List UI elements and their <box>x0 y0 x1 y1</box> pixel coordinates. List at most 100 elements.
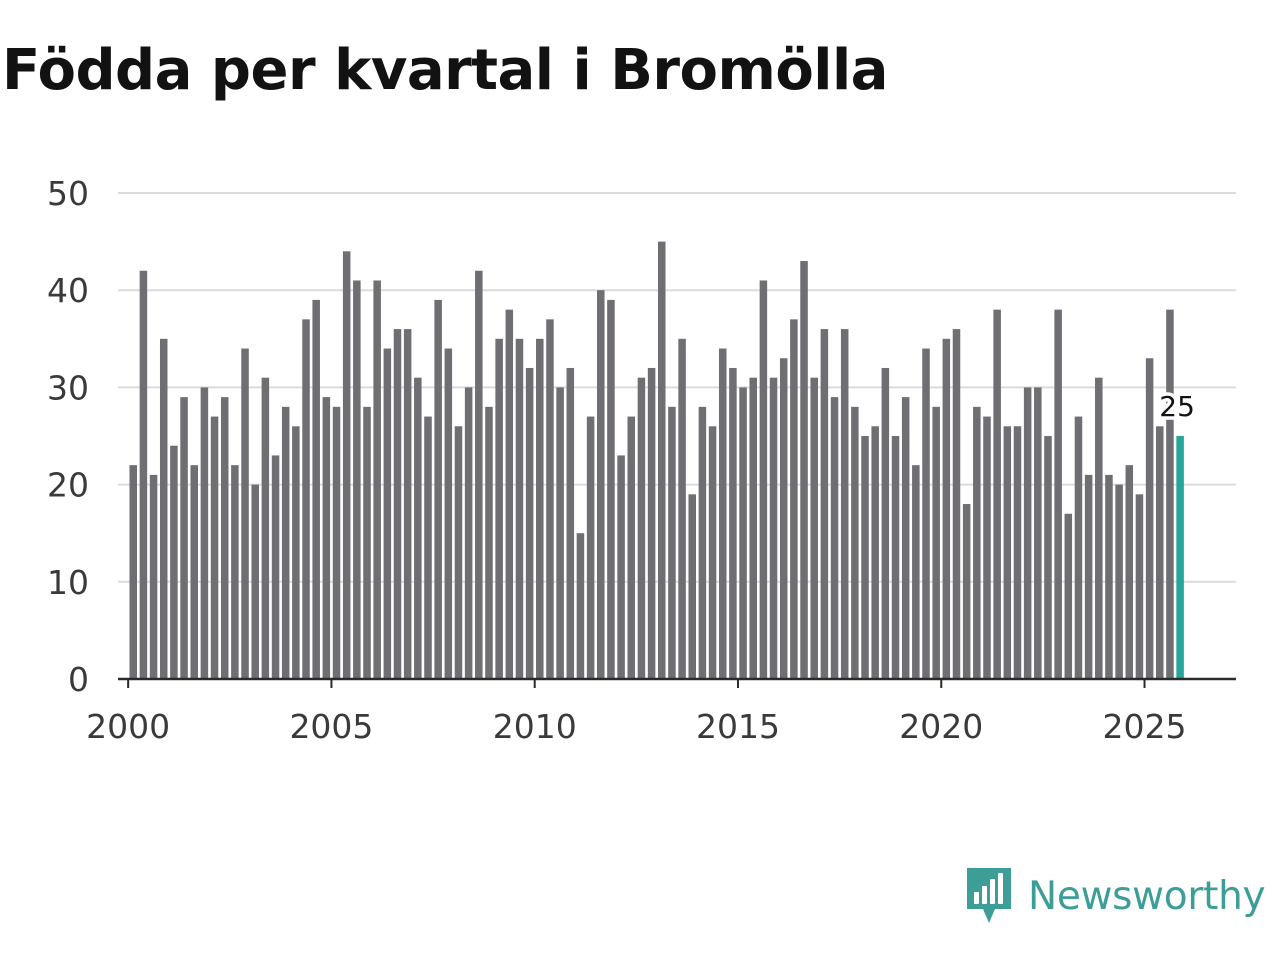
bar <box>444 348 453 679</box>
bar <box>515 338 524 679</box>
bar <box>210 416 219 679</box>
bar <box>464 387 473 679</box>
bar <box>1013 426 1022 679</box>
bar <box>871 426 879 679</box>
bar-highlighted <box>1176 436 1184 679</box>
bar <box>1034 387 1042 679</box>
bar <box>1044 436 1052 679</box>
bar <box>566 367 575 679</box>
bar <box>1135 494 1144 679</box>
bar <box>1003 426 1012 679</box>
bar <box>912 465 920 679</box>
y-tick-label: 0 <box>68 660 89 699</box>
bar <box>546 319 554 679</box>
labels: 0 10 20 30 40 50 2000 2005 2010 2015 2020 2025 25 <box>47 174 1198 746</box>
brand-name: Newsworthy <box>1028 873 1266 919</box>
bar <box>231 465 239 679</box>
bar <box>983 416 991 679</box>
bar <box>973 406 981 679</box>
bar <box>678 338 686 679</box>
bar <box>373 280 381 679</box>
bar <box>586 416 595 679</box>
bar <box>525 367 534 679</box>
bar <box>1115 484 1123 679</box>
bar <box>261 377 270 679</box>
bar <box>688 494 696 679</box>
bar <box>475 270 483 679</box>
bar <box>627 416 636 679</box>
bar <box>820 329 829 679</box>
x-tick-label: 2015 <box>696 707 780 746</box>
bar <box>393 329 402 679</box>
bar <box>159 338 168 679</box>
bar <box>312 299 320 679</box>
bar <box>668 406 676 679</box>
y-tick-label: 30 <box>47 368 89 407</box>
bar <box>952 329 961 679</box>
bar <box>597 290 605 679</box>
bar <box>851 406 859 679</box>
bar <box>271 455 280 679</box>
bar <box>718 348 727 679</box>
bar <box>1095 377 1103 679</box>
bar <box>576 533 585 679</box>
bar <box>281 406 290 679</box>
bar <box>708 426 717 679</box>
bar <box>840 329 849 679</box>
bar <box>800 261 808 679</box>
bar <box>1084 474 1093 679</box>
bar <box>1074 416 1083 679</box>
bar <box>292 426 300 679</box>
bar <box>993 309 1001 679</box>
bar <box>698 406 707 679</box>
bar <box>881 367 890 679</box>
bar <box>353 280 361 679</box>
axes <box>118 677 1236 688</box>
bar <box>1166 309 1174 679</box>
brand-logo: Newsworthy <box>964 864 1266 928</box>
bar <box>932 406 940 679</box>
bar <box>1054 309 1062 679</box>
bar <box>149 474 158 679</box>
bar <box>739 387 747 679</box>
bar <box>830 397 839 679</box>
bar <box>383 348 392 679</box>
bar <box>129 465 137 679</box>
bar <box>505 309 514 679</box>
bar <box>485 406 493 679</box>
bar <box>759 280 768 679</box>
bar <box>779 358 788 679</box>
bar <box>861 436 869 679</box>
bar <box>769 377 778 679</box>
bar <box>1125 465 1134 679</box>
y-tick-label: 10 <box>47 563 89 602</box>
bar <box>139 270 148 679</box>
bar <box>1105 474 1113 679</box>
bar <box>220 397 229 679</box>
bar <box>342 251 351 679</box>
bar <box>962 504 971 679</box>
bar <box>180 397 188 679</box>
bar <box>901 397 910 679</box>
y-tick-label: 50 <box>47 174 89 213</box>
bar <box>251 484 259 679</box>
bar <box>607 299 615 679</box>
bar <box>200 387 209 679</box>
x-tick-label: 2005 <box>289 707 373 746</box>
x-tick-label: 2020 <box>899 707 983 746</box>
bar <box>790 319 798 679</box>
bar <box>170 445 178 679</box>
y-tick-label: 20 <box>47 466 89 505</box>
bar <box>1156 426 1164 679</box>
bar <box>647 367 656 679</box>
bar <box>657 241 666 679</box>
bar <box>322 397 331 679</box>
x-tick-label: 2010 <box>493 707 577 746</box>
bar <box>1145 358 1154 679</box>
bar <box>942 338 951 679</box>
bar <box>302 319 310 679</box>
bar <box>190 465 198 679</box>
chart-title: Födda per kvartal i Bromölla <box>2 38 888 103</box>
bar <box>922 348 930 679</box>
